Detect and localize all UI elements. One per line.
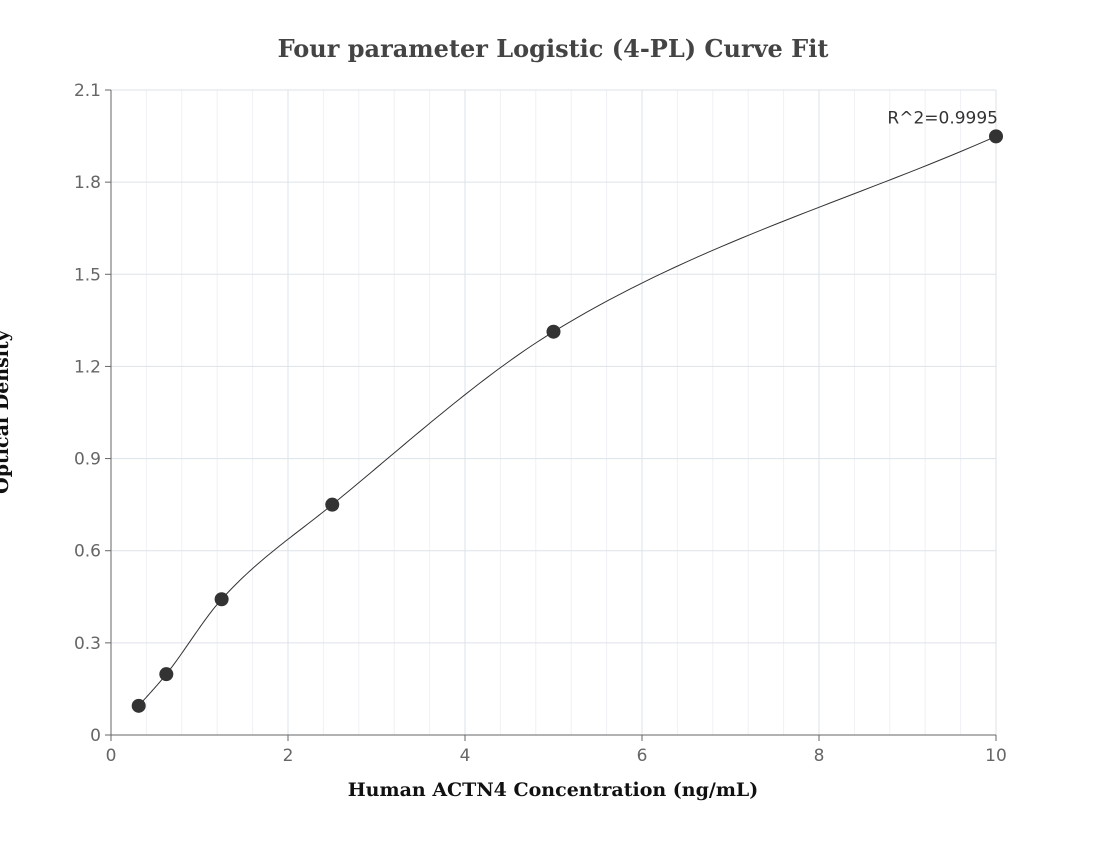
y-tick-label: 0.9	[74, 450, 101, 470]
data-point	[546, 324, 561, 339]
x-axis-title: Human ACTN4 Concentration (ng/mL)	[348, 779, 759, 801]
data-point	[159, 667, 174, 682]
data-point	[131, 698, 146, 713]
data-points-layer	[131, 129, 1003, 713]
y-tick-label: 0.3	[74, 634, 101, 654]
minor-gridlines	[110, 90, 997, 735]
axes	[110, 90, 996, 736]
y-tick-label: 1.2	[74, 357, 101, 377]
y-tick-label: 0.6	[74, 542, 101, 562]
x-tick-label: 0	[106, 746, 117, 766]
y-tick-label: 1.8	[74, 173, 101, 193]
fit-curve	[138, 135, 997, 707]
r-squared-annotation: R^2=0.9995	[887, 108, 998, 128]
y-axis-title: Optical Density	[0, 329, 13, 494]
y-tick-label: 2.1	[74, 81, 101, 101]
x-axis-ticks: 0 2 4 6 8 10	[106, 735, 1007, 766]
y-axis-ticks: 0 0.3 0.6 0.9 1.2 1.5 1.8 2.1	[74, 81, 111, 746]
x-tick-label: 2	[283, 746, 294, 766]
data-point	[214, 592, 229, 607]
x-tick-label: 10	[985, 746, 1007, 766]
annotations-layer: R^2=0.9995	[887, 108, 998, 128]
y-tick-label: 1.5	[74, 265, 101, 285]
x-tick-label: 4	[460, 746, 471, 766]
data-point	[325, 497, 340, 512]
chart-title: Four parameter Logistic (4-PL) Curve Fit	[278, 34, 829, 63]
x-tick-label: 8	[814, 746, 825, 766]
y-tick-label: 0	[90, 726, 101, 746]
fit-curve-layer	[138, 135, 997, 707]
x-tick-label: 6	[637, 746, 648, 766]
major-gridlines	[110, 89, 997, 736]
data-point	[989, 129, 1003, 144]
